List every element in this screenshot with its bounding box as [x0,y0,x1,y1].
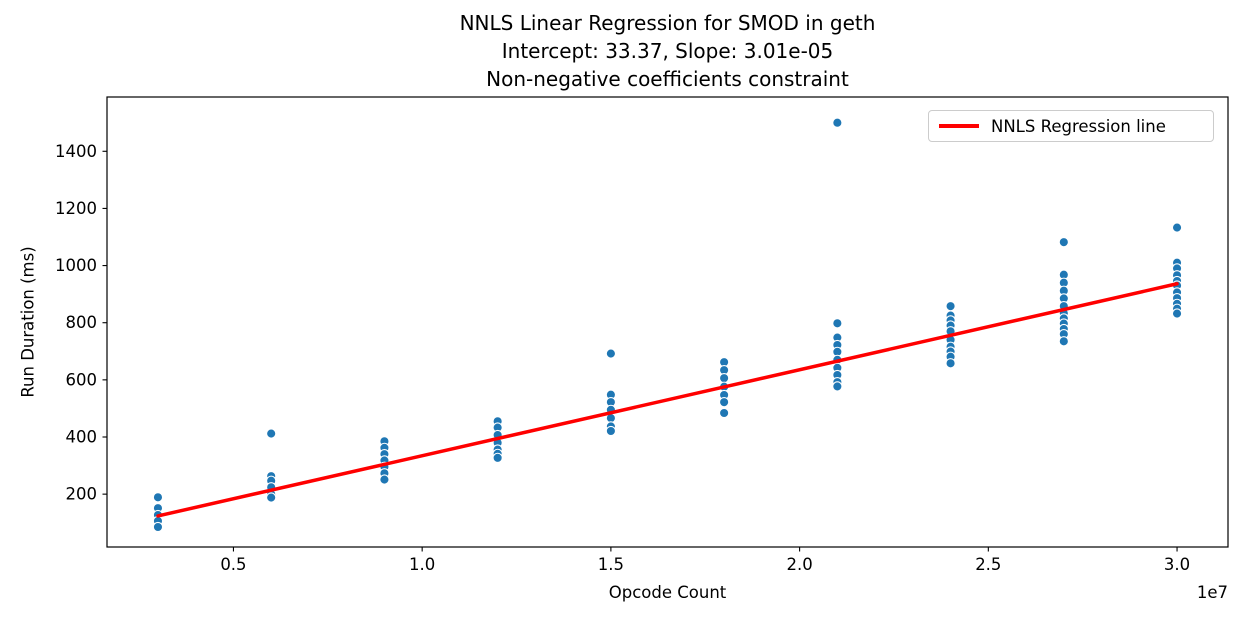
scatter-point [945,358,956,369]
scatter-point [832,117,843,128]
scatter-point [718,396,730,408]
y-tick-label: 200 [66,485,98,504]
scatter-point [1058,236,1069,248]
y-tick-label: 1000 [55,256,97,275]
x-tick-label: 3.0 [1164,555,1190,574]
chart-title-line-3: Non-negative coefficients constraint [486,67,849,91]
x-tick-label: 1.0 [409,555,435,574]
scatter-point [266,428,277,439]
x-axis-offset-text: 1e7 [1196,583,1228,602]
scatter-point [832,318,843,329]
scatter-point [152,521,164,533]
scatter-point [152,492,164,503]
scatter-point [379,474,390,485]
x-tick-label: 1.5 [598,555,624,574]
scatter-point [1171,222,1183,233]
y-tick-label: 1400 [55,142,97,161]
scatter-point [492,452,503,464]
chart-title-line-1: NNLS Linear Regression for SMOD in geth [459,11,876,35]
scatter-point [605,348,617,359]
scatter-point [945,300,956,312]
x-tick-label: 0.5 [220,555,246,574]
legend-label: NNLS Regression line [991,116,1166,136]
regression-line [156,282,1179,518]
chart-title: NNLS Linear Regression for SMOD in geth … [107,9,1228,93]
y-tick-label: 1200 [55,199,97,218]
scatter-point [605,425,617,437]
scatter-point [1058,336,1069,347]
x-axis-label: Opcode Count [608,583,727,602]
chart-title-line-2: Intercept: 33.37, Slope: 3.01e-05 [501,39,834,63]
scatter-point [718,372,730,384]
scatter-point [266,492,277,503]
plot-frame [106,96,1229,548]
y-tick-label: 800 [66,313,98,332]
y-tick-label: 600 [66,370,98,389]
y-tick-label: 400 [66,428,98,447]
legend: NNLS Regression line [928,110,1214,142]
legend-line-swatch [939,124,979,128]
scatter-point [832,381,843,392]
scatter-point [1171,308,1183,319]
scatter-point [718,407,730,419]
x-tick-label: 2.5 [975,555,1001,574]
y-axis-label: Run Duration (ms) [18,246,38,398]
x-tick-label: 2.0 [786,555,812,574]
